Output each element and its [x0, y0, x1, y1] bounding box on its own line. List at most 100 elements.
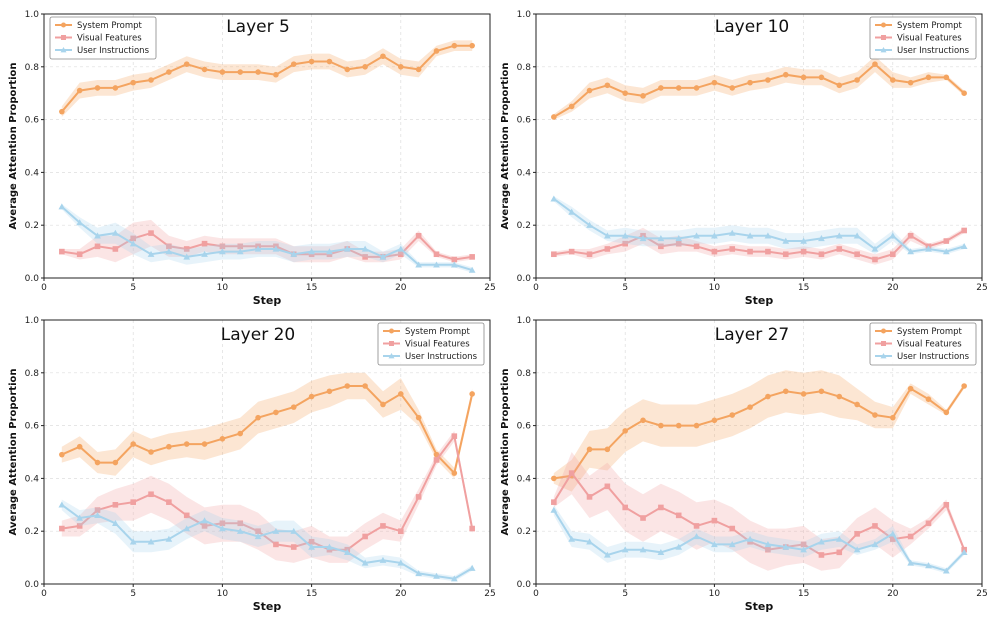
data-point [236, 527, 244, 534]
data-point [568, 248, 575, 255]
data-point [326, 248, 333, 255]
data-point [854, 251, 860, 258]
data-point [59, 525, 65, 532]
data-point [469, 391, 475, 397]
data-point [201, 517, 208, 524]
data-point [219, 69, 226, 75]
legend-swatch-marker [881, 328, 886, 334]
y-tick-label: 0.6 [25, 116, 40, 126]
data-point [397, 245, 405, 252]
data-point [604, 246, 611, 252]
data-point [640, 93, 646, 99]
data-point [362, 254, 368, 260]
data-point [326, 388, 333, 395]
data-point [711, 541, 718, 548]
data-point [693, 422, 700, 429]
data-point [960, 548, 968, 556]
data-point [129, 240, 137, 247]
x-tick-label: 20 [395, 283, 407, 293]
axes-frame [43, 319, 491, 585]
y-tick-label: 1.0 [517, 316, 532, 326]
data-point [693, 85, 700, 91]
legend-label: Visual Features [897, 34, 962, 44]
y-tick-label: 0.8 [517, 369, 532, 379]
data-point [586, 446, 593, 453]
data-point [433, 251, 440, 258]
data-point [59, 248, 65, 255]
data-point [551, 475, 557, 482]
legend-swatch-marker [60, 47, 67, 53]
legend-swatch-marker [61, 22, 66, 28]
data-point [94, 243, 101, 250]
data-point [380, 53, 386, 60]
data-point [58, 501, 66, 508]
data-point [836, 82, 843, 89]
data-point [290, 250, 298, 257]
data-point [711, 79, 718, 86]
x-tick-label: 0 [41, 589, 47, 599]
data-point [604, 82, 611, 89]
data-point [835, 535, 843, 542]
data-point [130, 79, 136, 86]
series-visual-features [551, 227, 967, 265]
data-point [747, 248, 753, 255]
data-point [890, 414, 896, 421]
data-point [568, 103, 575, 110]
data-point [890, 77, 896, 83]
series-line [553, 385, 966, 480]
data-point [219, 436, 226, 442]
data-point [746, 232, 754, 239]
data-point [219, 525, 226, 532]
axes-frame [535, 319, 983, 585]
legend-box [377, 322, 485, 366]
y-tick-label: 0.4 [25, 474, 40, 484]
data-point [468, 564, 476, 571]
data-point [433, 451, 440, 458]
data-point [658, 422, 664, 429]
y-tick-label: 0.0 [25, 274, 40, 284]
data-point [451, 470, 458, 476]
data-point [658, 504, 664, 511]
x-tick-label: 0 [533, 283, 539, 293]
chart-panel-4: 0 5 10 15 20 25 0.0 0.2 0.4 0.6 0.8 1.0 Step Average … [500, 316, 988, 613]
data-point [961, 383, 967, 389]
data-point [586, 87, 593, 94]
legend-box [869, 322, 977, 366]
data-point [94, 507, 101, 513]
data-point [76, 251, 83, 258]
x-tick-label: 10 [709, 283, 721, 293]
data-point [925, 562, 932, 569]
x-tick-label: 10 [217, 283, 229, 293]
data-point [943, 409, 950, 416]
data-point [907, 248, 914, 255]
data-point [148, 449, 154, 455]
legend-box [49, 16, 157, 60]
data-point [854, 531, 860, 537]
data-point [586, 251, 593, 258]
data-point [201, 523, 208, 529]
x-tick-label: 5 [622, 589, 628, 599]
data-point [604, 551, 611, 558]
legend-swatch-marker [881, 35, 886, 40]
data-point [94, 85, 101, 91]
data-point [255, 69, 261, 75]
confidence-band [61, 430, 473, 563]
data-point [853, 546, 861, 553]
data-point [219, 248, 226, 255]
data-point [622, 240, 628, 247]
data-point [112, 502, 119, 508]
data-point [890, 536, 896, 542]
data-point [415, 261, 422, 268]
data-point [201, 240, 208, 247]
legend: System Prompt Visual Features User Instruc… [49, 16, 157, 60]
data-point [326, 58, 333, 65]
chart-panel-2: 0 5 10 15 20 25 0.0 0.2 0.4 0.6 0.8 1.0 Step Average … [500, 10, 988, 307]
data-point [782, 543, 790, 550]
y-tick-label: 0.2 [517, 527, 531, 537]
data-point [308, 58, 315, 65]
data-point [925, 396, 932, 403]
legend: System Prompt Visual Features User Instruc… [869, 322, 977, 366]
data-point [308, 248, 315, 255]
